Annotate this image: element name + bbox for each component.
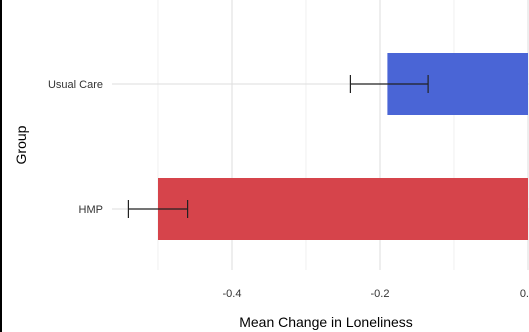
- x-tick-label: -0.4: [223, 288, 242, 300]
- y-tick-labels: Usual Care HMP: [48, 79, 103, 216]
- left-border: [0, 0, 2, 332]
- x-axis-title: Mean Change in Loneliness: [239, 314, 413, 330]
- x-tick-label: 0.: [520, 288, 529, 300]
- bars: [158, 53, 528, 240]
- grid-lines: [112, 0, 529, 270]
- x-tick-labels: -0.4 -0.2 0.: [223, 288, 529, 300]
- error-bars: [127, 75, 429, 218]
- error-bar-hmp: [127, 200, 189, 218]
- y-tick-label: Usual Care: [48, 79, 103, 91]
- y-axis-title: Group: [13, 125, 29, 164]
- error-bar-usual-care: [349, 75, 429, 93]
- y-tick-label: HMP: [79, 204, 103, 216]
- x-tick-label: -0.2: [371, 288, 390, 300]
- bar-hmp: [158, 178, 528, 240]
